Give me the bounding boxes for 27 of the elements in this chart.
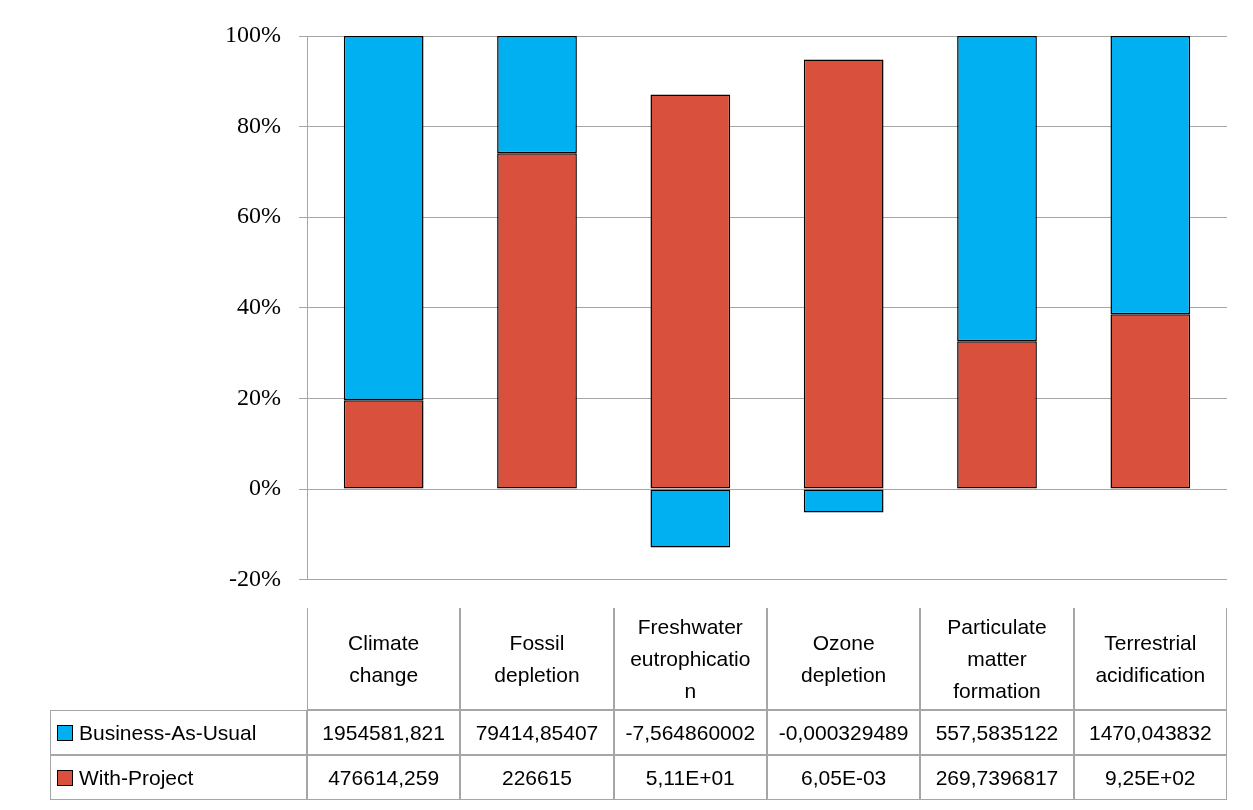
y-tick-label: 20% (237, 383, 281, 410)
y-tick-label: 40% (237, 293, 281, 320)
text: 9,25E+02 (1073, 755, 1227, 800)
y-tick-label: 0% (249, 474, 281, 501)
x-tick-label: Particulate matter formation (946, 613, 1048, 704)
text: 5,11E+01 (613, 755, 767, 800)
text: 6,05E-03 (766, 755, 921, 800)
text: 226615 (460, 755, 614, 800)
text: 1954581,821 (307, 710, 461, 755)
y-tick-label: 80% (237, 111, 281, 138)
x-tick-label: Fossil depletion (493, 629, 581, 688)
text: 79414,85407 (460, 710, 614, 755)
text: 1470,043832 (1073, 710, 1227, 755)
y-tick-label: 60% (237, 202, 281, 229)
text: 557,5835122 (920, 710, 1074, 755)
legend-label: Business-As-Usual (79, 720, 257, 745)
x-tick-label: Ozone depletion (800, 629, 888, 688)
x-tick-label: Terrestrial acidification (1094, 629, 1207, 688)
text: 476614,259 (307, 755, 461, 800)
y-tick-label: 100% (225, 21, 281, 48)
text: -0,000329489 (766, 710, 921, 755)
x-tick-label: Climate change (347, 629, 421, 688)
text: -7,564860002 (613, 710, 767, 755)
legend-label: With-Project (79, 765, 194, 790)
y-tick-label: -20% (229, 564, 282, 591)
x-tick-label: Freshwater eutrophication (629, 613, 752, 704)
text: 269,7396817 (920, 755, 1074, 800)
